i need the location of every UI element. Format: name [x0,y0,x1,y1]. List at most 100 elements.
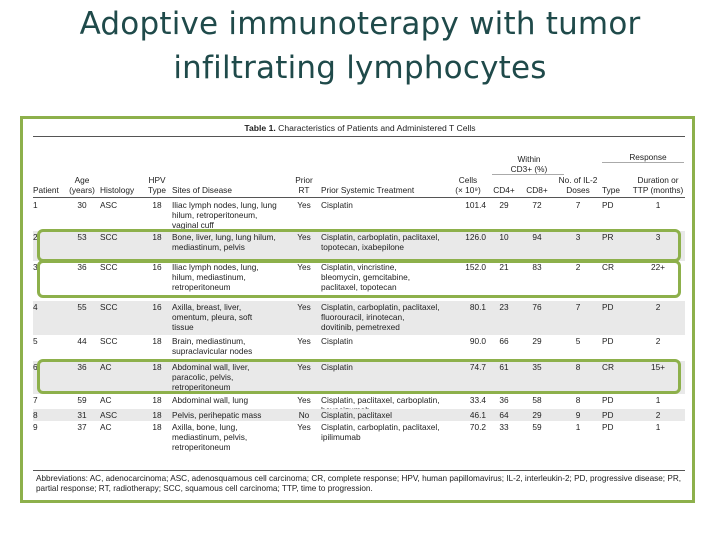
cell-duration: 2 [655,336,661,346]
cell-il2: 7 [575,302,581,312]
cell-histology: SCC [100,302,118,312]
column-header-rt: Prior RT [295,175,313,195]
cell-cells: 74.7 [469,362,486,372]
column-header-type: Type [602,185,620,195]
cell-age: 59 [77,395,87,405]
cell-hpv: 18 [152,336,162,346]
response-rule [602,162,684,163]
cell-cells: 46.1 [469,410,486,420]
cell-cells: 33.4 [469,395,486,405]
table-top-rule [33,136,685,137]
cell-systemic: Cisplatin, carboplatin, paclitaxel, topo… [321,232,440,252]
cell-age: 30 [77,200,87,210]
cell-cd4: 29 [499,200,509,210]
cell-cd8: 72 [532,200,542,210]
cell-cd8: 94 [532,232,542,242]
cell-hpv: 16 [152,302,162,312]
column-header-duration: Duration or TTP (months) [632,175,684,195]
header-response: Response [629,152,667,162]
cell-duration: 1 [655,200,661,210]
cell-age: 53 [77,232,87,242]
cell-age: 44 [77,336,87,346]
cell-cd4: 66 [499,336,509,346]
cell-hpv: 18 [152,232,162,242]
cell-rt: Yes [297,336,311,346]
table-row [33,200,685,232]
cell-type: PD [602,422,614,432]
table-row [33,422,685,458]
cell-hpv: 18 [152,422,162,432]
cell-cd8: 58 [532,395,542,405]
cell-il2: 8 [575,362,581,372]
table-caption-text: Characteristics of Patients and Administ… [278,123,476,133]
cell-histology: AC [100,395,112,405]
cell-cells: 90.0 [469,336,486,346]
cell-il2: 2 [575,262,581,272]
abbreviations-footnote: Abbreviations: AC, adenocarcinoma; ASC, … [36,474,682,493]
patient-characteristics-table: Table 1. Characteristics of Patients and… [30,120,690,496]
cell-cd4: 64 [499,410,509,420]
cell-patient: 8 [33,410,38,420]
cell-cd4: 36 [499,395,509,405]
cell-rt: Yes [297,232,311,242]
cell-cd4: 61 [499,362,509,372]
cell-sites: Axilla, breast, liver, omentum, pleura, … [172,302,253,332]
cell-type: PD [602,336,614,346]
column-header-cd4: CD4+ [493,185,515,195]
cell-patient: 4 [33,302,38,312]
cell-age: 31 [77,410,87,420]
cell-type: PD [602,302,614,312]
cell-cells: 70.2 [469,422,486,432]
cell-duration: 1 [655,422,661,432]
cell-age: 37 [77,422,87,432]
cell-hpv: 18 [152,410,162,420]
column-header-systemic: Prior Systemic Treatment [321,185,415,195]
column-header-hpv: HPV Type [148,175,166,195]
header-bottom-rule [33,197,685,198]
cell-cd4: 23 [499,302,509,312]
cell-sites: Iliac lymph nodes, lung, hilum, mediasti… [172,262,259,292]
column-header-sites: Sites of Disease [172,185,232,195]
cell-duration: 22+ [650,262,666,272]
cell-il2: 3 [575,232,581,242]
cell-histology: SCC [100,262,118,272]
cell-age: 55 [77,302,87,312]
table-bottom-rule [33,470,685,471]
cd3-rule [492,174,564,175]
cell-duration: 3 [655,232,661,242]
cell-type: PD [602,395,614,405]
cell-patient: 2 [33,232,38,242]
cell-rt: Yes [297,362,311,372]
cell-type: PD [602,410,614,420]
cell-type: CR [602,262,614,272]
cell-il2: 1 [575,422,581,432]
cell-hpv: 18 [152,200,162,210]
cell-duration: 2 [655,410,661,420]
cell-cd8: 35 [532,362,542,372]
cell-hpv: 18 [152,395,162,405]
cell-sites: Iliac lymph nodes, lung, lung hilum, ret… [172,200,277,230]
cell-histology: SCC [100,336,118,346]
cell-sites: Abdominal wall, liver, paracolic, pelvis… [172,362,250,392]
column-header-histology: Histology [100,185,135,195]
cell-cd4: 33 [499,422,509,432]
cell-duration: 2 [655,302,661,312]
cell-patient: 5 [33,336,38,346]
row-shading [33,301,685,335]
cell-systemic: Cisplatin [321,200,353,210]
cell-type: CR [602,362,614,372]
cell-sites: Abdominal wall, lung [172,395,249,405]
cell-cells: 126.0 [465,232,486,242]
header-within: Within [517,154,541,164]
cell-patient: 9 [33,422,38,432]
cell-systemic: Cisplatin [321,362,353,372]
cell-il2: 5 [575,336,581,346]
cell-rt: No [298,410,310,420]
highlight-box-patient-2 [37,229,681,262]
cell-systemic: Cisplatin, vincristine, bleomycin, gemci… [321,262,411,292]
cell-cd4: 21 [499,262,509,272]
header-cd3: CD3+ (%) [510,164,548,174]
cell-patient: 1 [33,200,38,210]
column-header-il2: No. of IL-2 Doses [558,175,598,195]
cell-histology: SCC [100,232,118,242]
